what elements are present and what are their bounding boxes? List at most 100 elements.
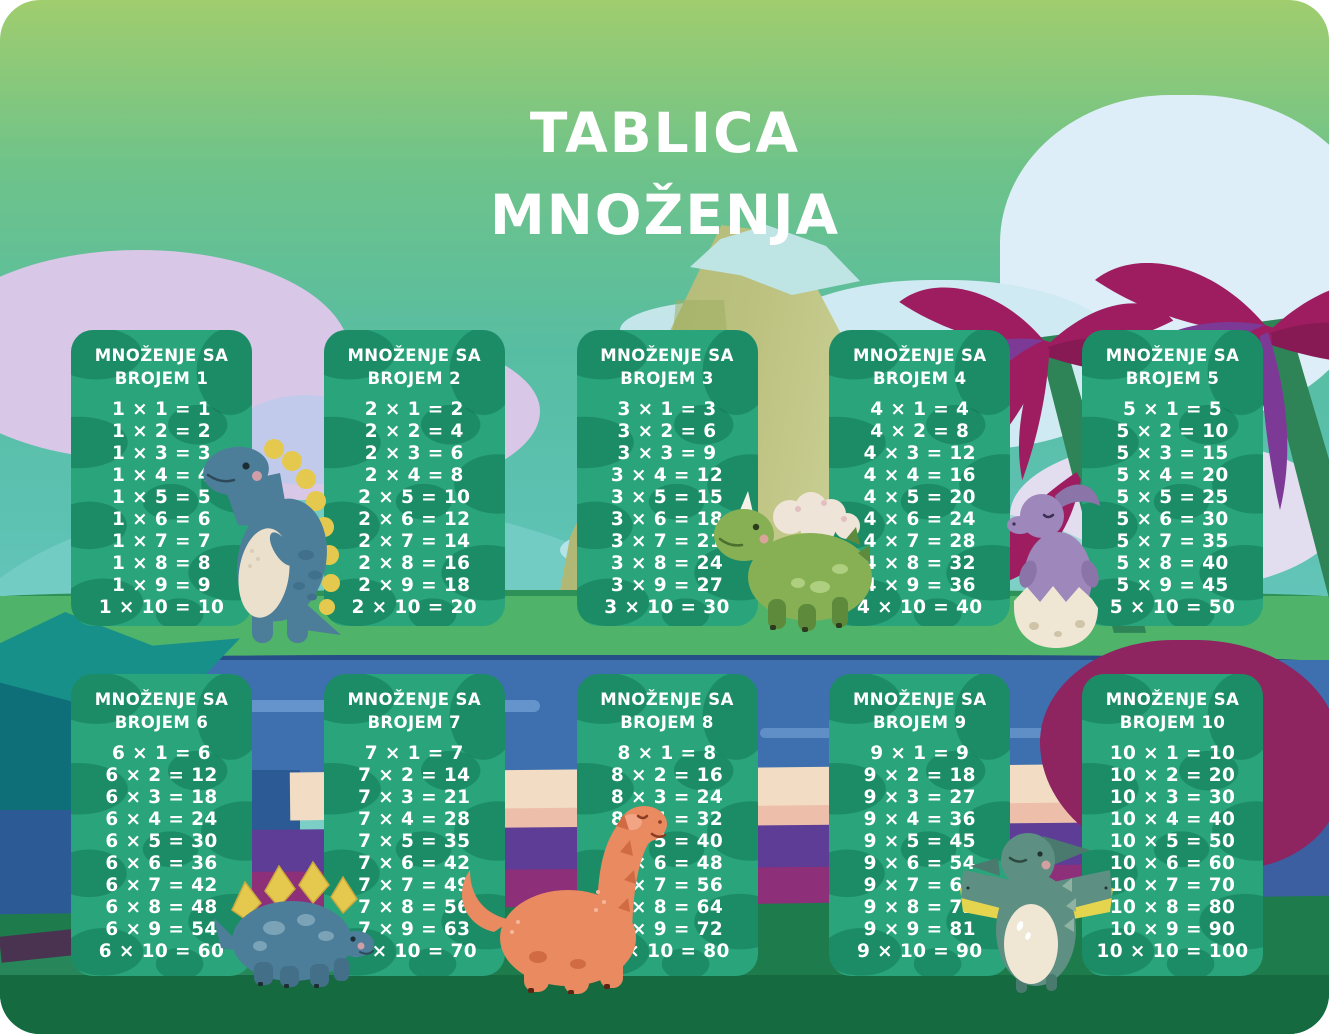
equation: 5 × 4 = 20 (1116, 465, 1229, 486)
foreground-grass-deep (0, 975, 1329, 1034)
card-title: MNOŽENJE SA BROJEM 6 (71, 688, 252, 734)
equation: 5 × 6 = 30 (1116, 509, 1229, 530)
equation: 5 × 10 = 50 (1109, 597, 1236, 618)
card-title-line2: BROJEM 5 (1125, 369, 1220, 388)
equation: 1 × 5 = 5 (112, 487, 211, 508)
equation: 2 × 6 = 12 (358, 509, 471, 530)
blue-stegosaurus-dinosaur (214, 860, 374, 988)
equation: 9 × 4 = 36 (863, 809, 976, 830)
card-title-line1: MNOŽENJE SA (94, 690, 229, 709)
equation: 9 × 5 = 45 (863, 831, 976, 852)
equation: 3 × 1 = 3 (617, 399, 717, 420)
equation: 5 × 9 = 45 (1116, 575, 1229, 596)
card-title-line2: BROJEM 10 (1119, 713, 1226, 732)
equation: 5 × 2 = 10 (1116, 421, 1229, 442)
card-title-line2: BROJEM 4 (872, 369, 967, 388)
teal-pterodactyl-dinosaur (960, 833, 1113, 993)
equation: 8 × 3 = 24 (610, 787, 724, 808)
equation-list: 10 × 1 = 10 10 × 2 = 20 10 × 3 = 30 10 × 4 … (1082, 743, 1263, 963)
equation: 5 × 8 = 40 (1116, 553, 1229, 574)
equation: 4 × 1 = 4 (870, 399, 970, 420)
equation: 10 × 2 = 20 (1109, 765, 1236, 786)
equation: 10 × 10 = 100 (1096, 941, 1249, 962)
equation: 9 × 7 = 63 (863, 875, 976, 896)
equation: 9 × 8 = 72 (863, 897, 976, 918)
equation: 9 × 6 = 54 (863, 853, 976, 874)
equation: 2 × 4 = 8 (364, 465, 464, 486)
equation: 7 × 4 = 28 (358, 809, 471, 830)
equation: 10 × 4 = 40 (1109, 809, 1236, 830)
blue-trex-dinosaur (203, 439, 341, 643)
equation: 10 × 6 = 60 (1109, 853, 1236, 874)
equation: 1 × 9 = 9 (112, 575, 211, 596)
green-triceratops-dinosaur (714, 491, 872, 632)
equation: 10 × 3 = 30 (1109, 787, 1236, 808)
equation: 4 × 7 = 28 (863, 531, 976, 552)
equation: 1 × 2 = 2 (112, 421, 211, 442)
equation: 3 × 6 = 18 (610, 509, 724, 530)
card-title-line1: MNOŽENJE SA (852, 346, 987, 365)
equation: 10 × 9 = 90 (1109, 919, 1236, 940)
equation: 4 × 8 = 32 (863, 553, 976, 574)
equation: 2 × 7 = 14 (358, 531, 471, 552)
equation: 8 × 7 = 56 (610, 875, 724, 896)
equation: 7 × 7 = 49 (358, 875, 471, 896)
equation: 3 × 4 = 12 (610, 465, 724, 486)
equation: 10 × 8 = 80 (1109, 897, 1236, 918)
equation: 4 × 2 = 8 (870, 421, 970, 442)
card-title-line1: MNOŽENJE SA (1105, 690, 1240, 709)
card-title: MNOŽENJE SA BROJEM 9 (829, 688, 1010, 734)
equation: 6 × 5 = 30 (105, 831, 218, 852)
equation: 2 × 9 = 18 (358, 575, 471, 596)
equation: 8 × 8 = 64 (610, 897, 724, 918)
card-title-line2: BROJEM 8 (620, 713, 714, 732)
equation: 2 × 10 = 20 (351, 597, 478, 618)
equation: 2 × 5 = 10 (358, 487, 471, 508)
equation: 3 × 2 = 6 (617, 421, 717, 442)
card-title: MNOŽENJE SA BROJEM 3 (577, 344, 758, 390)
equation: 2 × 8 = 16 (358, 553, 471, 574)
equation: 5 × 7 = 35 (1116, 531, 1229, 552)
equation: 6 × 3 = 18 (105, 787, 218, 808)
equation: 9 × 1 = 9 (870, 743, 970, 764)
equation: 4 × 9 = 36 (863, 575, 976, 596)
equation: 3 × 5 = 15 (610, 487, 724, 508)
card-title-line2: BROJEM 7 (367, 713, 462, 732)
equation: 3 × 3 = 9 (617, 443, 717, 464)
equation: 9 × 9 = 81 (863, 919, 976, 940)
equation: 8 × 2 = 16 (610, 765, 724, 786)
card-title: MNOŽENJE SA BROJEM 1 (71, 344, 252, 390)
equation: 10 × 1 = 10 (1109, 743, 1236, 764)
equation: 7 × 5 = 35 (358, 831, 471, 852)
equation: 1 × 4 = 4 (112, 465, 211, 486)
equation: 6 × 8 = 48 (105, 897, 218, 918)
equation: 6 × 4 = 24 (105, 809, 218, 830)
equation: 1 × 10 = 10 (98, 597, 225, 618)
equation: 4 × 5 = 20 (863, 487, 976, 508)
equation: 10 × 5 = 50 (1109, 831, 1236, 852)
card-title-line2: BROJEM 9 (872, 713, 967, 732)
card-title-line1: MNOŽENJE SA (347, 346, 481, 365)
equation: 8 × 1 = 8 (617, 743, 717, 764)
equation: 2 × 1 = 2 (364, 399, 464, 420)
card-title: MNOŽENJE SA BROJEM 10 (1082, 688, 1263, 734)
equation: 6 × 1 = 6 (112, 743, 211, 764)
equation: 5 × 1 = 5 (1123, 399, 1222, 420)
equation: 4 × 3 = 12 (863, 443, 976, 464)
card-title-line2: BROJEM 6 (114, 713, 209, 732)
equation: 6 × 2 = 12 (105, 765, 218, 786)
equation: 7 × 3 = 21 (358, 787, 471, 808)
multiplication-card-10: MNOŽENJE SA BROJEM 10 10 × 1 = 10 10 × 2 = … (1082, 674, 1263, 976)
